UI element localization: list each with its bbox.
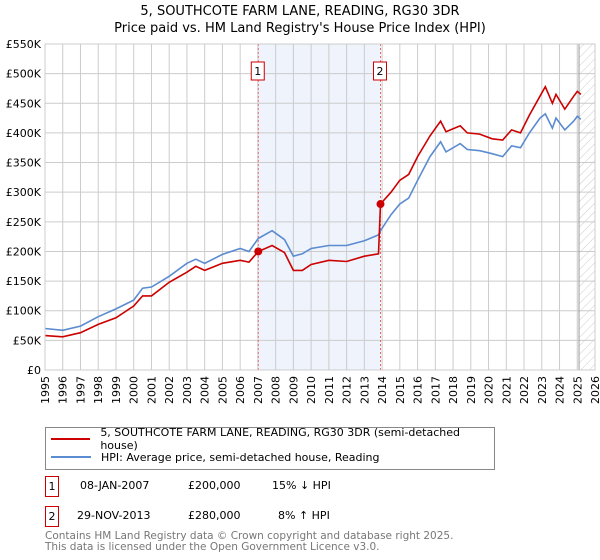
sale-label-box xyxy=(250,61,265,81)
x-tick-label: 2008 xyxy=(270,376,283,404)
sale-label: 2 xyxy=(377,65,384,78)
sale-badge: 2 xyxy=(45,506,59,527)
x-tick-label: 2004 xyxy=(199,376,212,404)
y-tick-label: £50K xyxy=(13,334,42,347)
x-tick-label: 2019 xyxy=(465,376,478,404)
line-chart: 1995 1996 1997 1998 1999 2000 2001 2002 2003 2004… xyxy=(6,38,600,404)
x-tick-label: 2000 xyxy=(128,376,141,404)
legend-item-hpi: HPI: Average price, semi-detached house,… xyxy=(51,449,380,465)
x-tick-label: 2003 xyxy=(181,376,194,404)
plot-border xyxy=(44,43,596,371)
x-tick-label: 2010 xyxy=(305,376,318,404)
x-tick-label: 2017 xyxy=(429,376,442,404)
x-tick-label: 1999 xyxy=(110,376,123,404)
x-tick-label: 2005 xyxy=(216,376,229,404)
x-tick-label: 2020 xyxy=(483,376,496,404)
x-tick-label: 2012 xyxy=(341,376,354,404)
footer-line: Contains HM Land Registry data © Crown c… xyxy=(45,530,454,542)
sale-label-box xyxy=(373,61,387,81)
sale-date: 29-NOV-2013 xyxy=(77,509,151,522)
sale-label: 1 xyxy=(254,65,261,78)
y-tick-label: £250K xyxy=(6,216,42,229)
x-tick-label: 2007 xyxy=(252,376,265,404)
x-tick-label: 1995 xyxy=(39,376,52,404)
y-tick-label: £500K xyxy=(6,68,42,81)
legend-swatch xyxy=(51,456,91,458)
y-tick-label: £550K xyxy=(6,38,42,51)
y-tick-label: £200K xyxy=(6,245,42,258)
sale-row: 2 29-NOV-2013 £280,000 8% ↑ HPI xyxy=(45,506,445,527)
x-tick-label: 2023 xyxy=(536,376,549,404)
sale-hpi: 15% ↓ HPI xyxy=(272,479,331,492)
legend: 5, SOUTHCOTE FARM LANE, READING, RG30 3D… xyxy=(45,426,495,470)
chart-title: 5, SOUTHCOTE FARM LANE, READING, RG30 3D… xyxy=(140,4,460,19)
footer-line: This data is licensed under the Open Gov… xyxy=(45,541,380,553)
y-tick-label: £400K xyxy=(6,127,42,140)
x-tick-label: 2018 xyxy=(447,376,460,404)
y-tick-label: £150K xyxy=(6,275,42,288)
legend-swatch xyxy=(51,438,91,440)
legend-item-property: 5, SOUTHCOTE FARM LANE, READING, RG30 3D… xyxy=(51,426,494,452)
x-tick-label: 1998 xyxy=(92,376,105,404)
sale-hpi: 8% ↑ HPI xyxy=(278,509,330,522)
x-tick-label: 2009 xyxy=(287,376,300,404)
y-tick-label: £300K xyxy=(6,186,42,199)
sale-period-shade xyxy=(258,44,381,370)
forecast-hatch xyxy=(579,44,595,370)
legend-label: HPI: Average price, semi-detached house,… xyxy=(101,450,380,464)
x-tick-label: 2001 xyxy=(145,376,158,404)
x-tick-label: 2011 xyxy=(323,376,336,404)
sale-badge: 1 xyxy=(45,476,59,497)
x-tick-label: 2014 xyxy=(376,376,389,404)
y-tick-label: £450K xyxy=(6,97,42,110)
y-tick-label: £0 xyxy=(27,364,41,377)
sale-point xyxy=(376,200,385,209)
x-tick-label: 2024 xyxy=(554,376,567,404)
sale-row: 1 08-JAN-2007 £200,000 15% ↓ HPI xyxy=(45,476,445,497)
legend-label: 5, SOUTHCOTE FARM LANE, READING, RG30 3D… xyxy=(100,426,460,452)
x-tick-label: 2013 xyxy=(358,376,371,404)
footer: Contains HM Land Registry data © Crown c… xyxy=(45,531,453,553)
sale-price: £280,000 xyxy=(188,509,241,522)
x-tick-label: 2026 xyxy=(589,376,600,404)
x-tick-label: 2015 xyxy=(394,376,407,404)
sale-price: £200,000 xyxy=(188,479,241,492)
y-tick-label: £350K xyxy=(6,157,42,170)
chart-subtitle: Price paid vs. HM Land Registry's House … xyxy=(114,21,486,36)
sale-date: 08-JAN-2007 xyxy=(80,479,150,492)
x-tick-label: 2025 xyxy=(571,376,584,404)
x-tick-label: 2006 xyxy=(234,376,247,404)
sale-point xyxy=(254,247,263,256)
x-tick-label: 1996 xyxy=(57,376,70,404)
x-tick-label: 2016 xyxy=(412,376,425,404)
y-tick-label: £100K xyxy=(6,305,42,318)
x-tick-label: 1997 xyxy=(74,376,87,404)
x-tick-label: 2022 xyxy=(518,376,531,404)
x-tick-label: 2002 xyxy=(163,376,176,404)
x-tick-label: 2021 xyxy=(500,376,513,404)
series-line xyxy=(44,84,582,338)
